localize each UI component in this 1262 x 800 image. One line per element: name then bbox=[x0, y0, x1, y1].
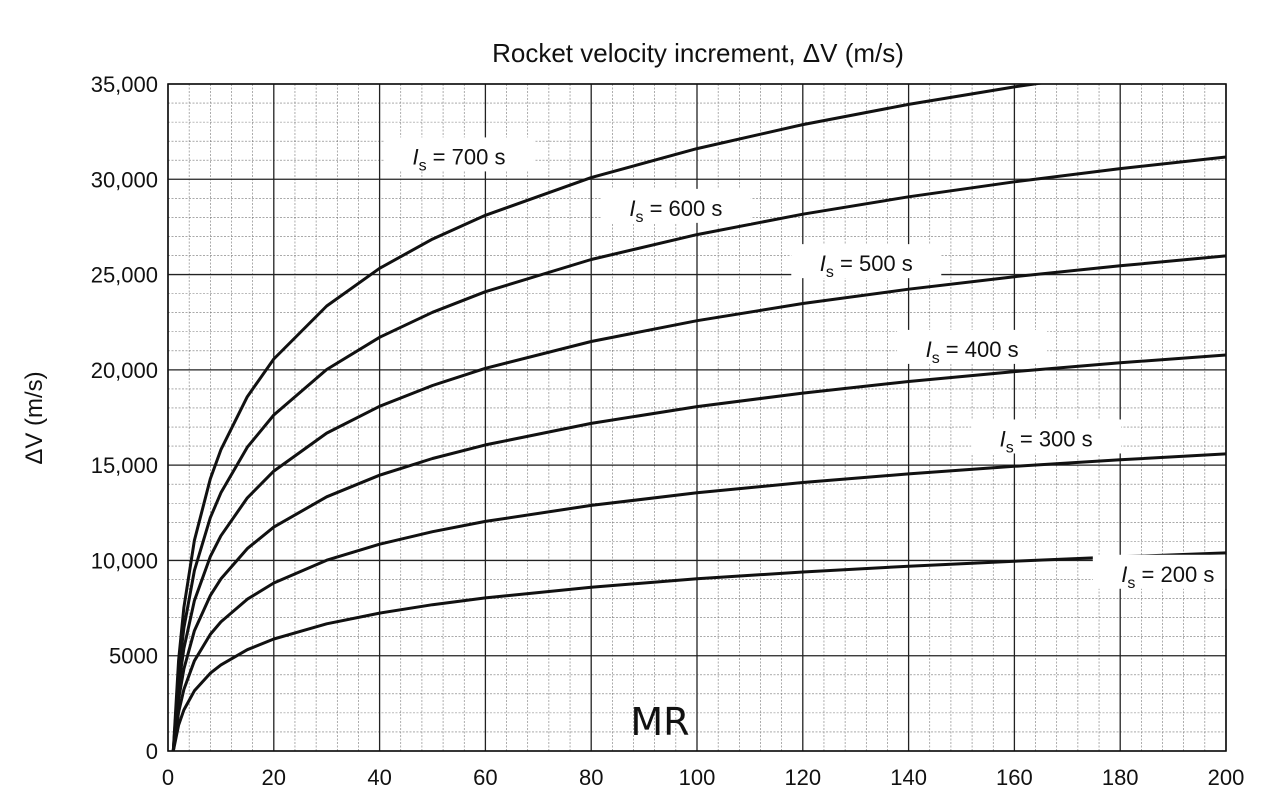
x-axis-label: MR bbox=[630, 700, 689, 744]
series-label: Is = 700 s bbox=[412, 144, 505, 174]
x-tick-label: 200 bbox=[1208, 765, 1245, 790]
x-tick-label: 60 bbox=[473, 765, 497, 790]
plot-frame bbox=[167, 83, 1227, 752]
series-label: Is = 600 s bbox=[629, 196, 722, 226]
series-line bbox=[171, 551, 1226, 751]
y-tick-label: 5000 bbox=[109, 644, 158, 669]
x-tick-label: 140 bbox=[890, 765, 927, 790]
y-tick-label: 10,000 bbox=[91, 548, 158, 573]
x-tick-label: 40 bbox=[367, 765, 391, 790]
series-label-background bbox=[971, 419, 1122, 454]
y-tick-label: 35,000 bbox=[91, 72, 158, 97]
series-line bbox=[171, 254, 1226, 751]
series-lines bbox=[171, 84, 1226, 751]
series-line bbox=[171, 353, 1226, 751]
y-tick-label: 20,000 bbox=[91, 358, 158, 383]
y-tick-label: 30,000 bbox=[91, 167, 158, 192]
series-labels: Is = 200 s Is = 300 s Is = 400 s Is = 500 s… bbox=[383, 137, 1243, 592]
series-label: Is = 500 s bbox=[820, 251, 913, 281]
series-label: Is = 200 s bbox=[1121, 562, 1214, 592]
x-tick-label: 100 bbox=[679, 765, 716, 790]
y-tick-label: 25,000 bbox=[91, 263, 158, 288]
y-tick-label: 0 bbox=[146, 739, 158, 764]
series-label-background bbox=[1092, 554, 1243, 589]
series-line bbox=[171, 155, 1226, 751]
x-tick-label: 160 bbox=[996, 765, 1033, 790]
series-line bbox=[171, 452, 1226, 751]
series-label-background bbox=[383, 137, 534, 172]
x-tick-label: 0 bbox=[162, 765, 174, 790]
x-tick-labels: 0 20 40 60 80 100 120 140 160 180 200 bbox=[162, 765, 1244, 790]
series-label-background bbox=[897, 329, 1048, 364]
x-tick-label: 180 bbox=[1102, 765, 1139, 790]
y-tick-labels: 0 5000 10,000 15,000 20,000 25,000 30,000 35,00… bbox=[91, 72, 158, 764]
series-line bbox=[171, 84, 1045, 751]
y-axis-label: ΔV (m/s) bbox=[21, 371, 48, 464]
y-tick-label: 15,000 bbox=[91, 453, 158, 478]
chart-title: Rocket velocity increment, ΔV (m/s) bbox=[492, 38, 904, 68]
series-label: Is = 300 s bbox=[1000, 426, 1093, 456]
x-tick-label: 80 bbox=[579, 765, 603, 790]
series-label: Is = 400 s bbox=[926, 337, 1019, 367]
series-label-background bbox=[600, 188, 751, 223]
series-label-background bbox=[791, 244, 942, 279]
x-tick-label: 20 bbox=[262, 765, 286, 790]
x-tick-label: 120 bbox=[784, 765, 821, 790]
